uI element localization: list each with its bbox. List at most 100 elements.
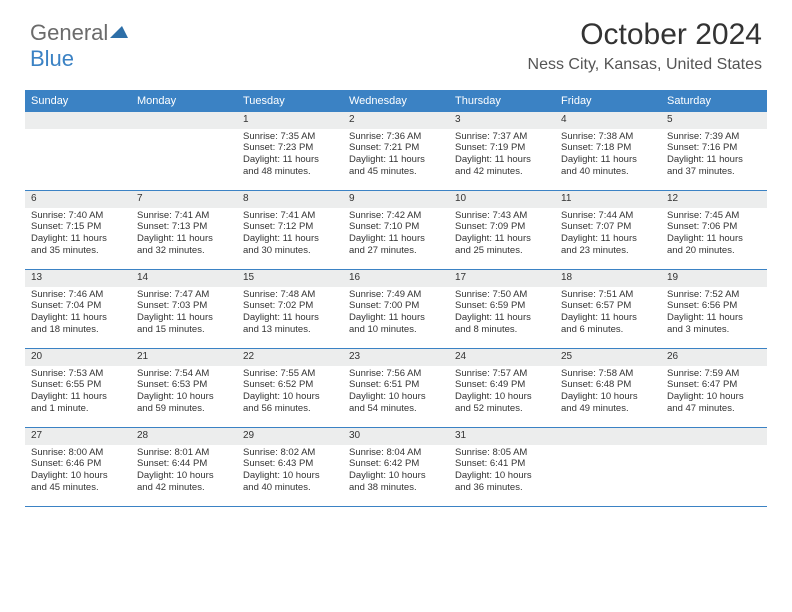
day-daylight1: Daylight: 11 hours — [137, 233, 231, 245]
day-sunrise: Sunrise: 7:38 AM — [561, 131, 655, 143]
logo-text-1: General — [30, 20, 108, 45]
day-daylight1: Daylight: 11 hours — [561, 312, 655, 324]
day-sunrise: Sunrise: 7:47 AM — [137, 289, 231, 301]
day-number: 28 — [131, 428, 237, 445]
weekday-header: Wednesday — [343, 90, 449, 112]
day-daylight2: and 49 minutes. — [561, 403, 655, 415]
day-daylight1: Daylight: 11 hours — [31, 312, 125, 324]
day-daylight2: and 56 minutes. — [243, 403, 337, 415]
day-cell — [25, 112, 131, 190]
day-sunset: Sunset: 7:12 PM — [243, 221, 337, 233]
day-number — [555, 428, 661, 445]
header: October 2024 Ness City, Kansas, United S… — [528, 18, 762, 74]
day-content — [131, 129, 237, 135]
day-cell: 30Sunrise: 8:04 AMSunset: 6:42 PMDayligh… — [343, 428, 449, 506]
day-cell — [555, 428, 661, 506]
day-cell: 24Sunrise: 7:57 AMSunset: 6:49 PMDayligh… — [449, 349, 555, 427]
day-content: Sunrise: 7:41 AMSunset: 7:12 PMDaylight:… — [237, 208, 343, 262]
day-daylight2: and 18 minutes. — [31, 324, 125, 336]
day-sunset: Sunset: 7:18 PM — [561, 142, 655, 154]
day-number: 3 — [449, 112, 555, 129]
day-number: 29 — [237, 428, 343, 445]
logo: General Blue — [30, 20, 128, 72]
location-text: Ness City, Kansas, United States — [528, 56, 762, 74]
day-number: 7 — [131, 191, 237, 208]
day-number: 10 — [449, 191, 555, 208]
day-cell: 13Sunrise: 7:46 AMSunset: 7:04 PMDayligh… — [25, 270, 131, 348]
day-content: Sunrise: 7:42 AMSunset: 7:10 PMDaylight:… — [343, 208, 449, 262]
day-daylight2: and 32 minutes. — [137, 245, 231, 257]
day-number — [131, 112, 237, 129]
day-sunrise: Sunrise: 8:05 AM — [455, 447, 549, 459]
day-daylight2: and 40 minutes. — [243, 482, 337, 494]
day-sunset: Sunset: 6:47 PM — [667, 379, 761, 391]
day-daylight1: Daylight: 11 hours — [455, 154, 549, 166]
day-daylight2: and 35 minutes. — [31, 245, 125, 257]
day-number: 2 — [343, 112, 449, 129]
day-number — [25, 112, 131, 129]
day-number — [661, 428, 767, 445]
day-daylight2: and 42 minutes. — [455, 166, 549, 178]
day-content: Sunrise: 7:40 AMSunset: 7:15 PMDaylight:… — [25, 208, 131, 262]
day-content: Sunrise: 8:05 AMSunset: 6:41 PMDaylight:… — [449, 445, 555, 499]
day-number: 15 — [237, 270, 343, 287]
day-cell: 3Sunrise: 7:37 AMSunset: 7:19 PMDaylight… — [449, 112, 555, 190]
day-daylight1: Daylight: 11 hours — [349, 233, 443, 245]
day-daylight1: Daylight: 11 hours — [243, 312, 337, 324]
day-sunset: Sunset: 6:46 PM — [31, 458, 125, 470]
day-daylight1: Daylight: 10 hours — [243, 470, 337, 482]
day-sunrise: Sunrise: 7:44 AM — [561, 210, 655, 222]
day-daylight2: and 20 minutes. — [667, 245, 761, 257]
day-sunrise: Sunrise: 7:35 AM — [243, 131, 337, 143]
day-number: 26 — [661, 349, 767, 366]
day-cell: 15Sunrise: 7:48 AMSunset: 7:02 PMDayligh… — [237, 270, 343, 348]
day-daylight2: and 13 minutes. — [243, 324, 337, 336]
day-daylight2: and 40 minutes. — [561, 166, 655, 178]
day-daylight1: Daylight: 10 hours — [243, 391, 337, 403]
day-sunset: Sunset: 6:59 PM — [455, 300, 549, 312]
day-content: Sunrise: 7:52 AMSunset: 6:56 PMDaylight:… — [661, 287, 767, 341]
day-sunset: Sunset: 7:09 PM — [455, 221, 549, 233]
day-sunrise: Sunrise: 7:36 AM — [349, 131, 443, 143]
day-content: Sunrise: 7:58 AMSunset: 6:48 PMDaylight:… — [555, 366, 661, 420]
day-daylight2: and 59 minutes. — [137, 403, 231, 415]
day-sunset: Sunset: 6:48 PM — [561, 379, 655, 391]
day-sunset: Sunset: 7:00 PM — [349, 300, 443, 312]
day-sunrise: Sunrise: 7:51 AM — [561, 289, 655, 301]
day-content: Sunrise: 7:54 AMSunset: 6:53 PMDaylight:… — [131, 366, 237, 420]
day-cell: 7Sunrise: 7:41 AMSunset: 7:13 PMDaylight… — [131, 191, 237, 269]
weekday-header-row: Sunday Monday Tuesday Wednesday Thursday… — [25, 90, 767, 112]
day-cell: 25Sunrise: 7:58 AMSunset: 6:48 PMDayligh… — [555, 349, 661, 427]
day-content — [25, 129, 131, 135]
day-daylight1: Daylight: 10 hours — [349, 391, 443, 403]
day-sunrise: Sunrise: 7:40 AM — [31, 210, 125, 222]
day-number: 18 — [555, 270, 661, 287]
day-sunrise: Sunrise: 8:00 AM — [31, 447, 125, 459]
day-content: Sunrise: 7:57 AMSunset: 6:49 PMDaylight:… — [449, 366, 555, 420]
day-content: Sunrise: 7:45 AMSunset: 7:06 PMDaylight:… — [661, 208, 767, 262]
day-daylight2: and 15 minutes. — [137, 324, 231, 336]
day-cell: 11Sunrise: 7:44 AMSunset: 7:07 PMDayligh… — [555, 191, 661, 269]
day-cell: 6Sunrise: 7:40 AMSunset: 7:15 PMDaylight… — [25, 191, 131, 269]
day-sunset: Sunset: 7:04 PM — [31, 300, 125, 312]
day-number: 8 — [237, 191, 343, 208]
day-daylight2: and 37 minutes. — [667, 166, 761, 178]
day-content: Sunrise: 7:53 AMSunset: 6:55 PMDaylight:… — [25, 366, 131, 420]
day-cell: 27Sunrise: 8:00 AMSunset: 6:46 PMDayligh… — [25, 428, 131, 506]
day-daylight2: and 45 minutes. — [31, 482, 125, 494]
day-cell: 5Sunrise: 7:39 AMSunset: 7:16 PMDaylight… — [661, 112, 767, 190]
day-cell: 23Sunrise: 7:56 AMSunset: 6:51 PMDayligh… — [343, 349, 449, 427]
day-content: Sunrise: 7:37 AMSunset: 7:19 PMDaylight:… — [449, 129, 555, 183]
day-content: Sunrise: 7:55 AMSunset: 6:52 PMDaylight:… — [237, 366, 343, 420]
day-content: Sunrise: 7:38 AMSunset: 7:18 PMDaylight:… — [555, 129, 661, 183]
day-sunset: Sunset: 7:15 PM — [31, 221, 125, 233]
day-content: Sunrise: 7:48 AMSunset: 7:02 PMDaylight:… — [237, 287, 343, 341]
day-daylight2: and 38 minutes. — [349, 482, 443, 494]
day-cell: 21Sunrise: 7:54 AMSunset: 6:53 PMDayligh… — [131, 349, 237, 427]
day-number: 19 — [661, 270, 767, 287]
day-sunrise: Sunrise: 7:46 AM — [31, 289, 125, 301]
day-sunset: Sunset: 6:53 PM — [137, 379, 231, 391]
day-sunset: Sunset: 7:02 PM — [243, 300, 337, 312]
day-daylight1: Daylight: 11 hours — [31, 233, 125, 245]
day-number: 20 — [25, 349, 131, 366]
